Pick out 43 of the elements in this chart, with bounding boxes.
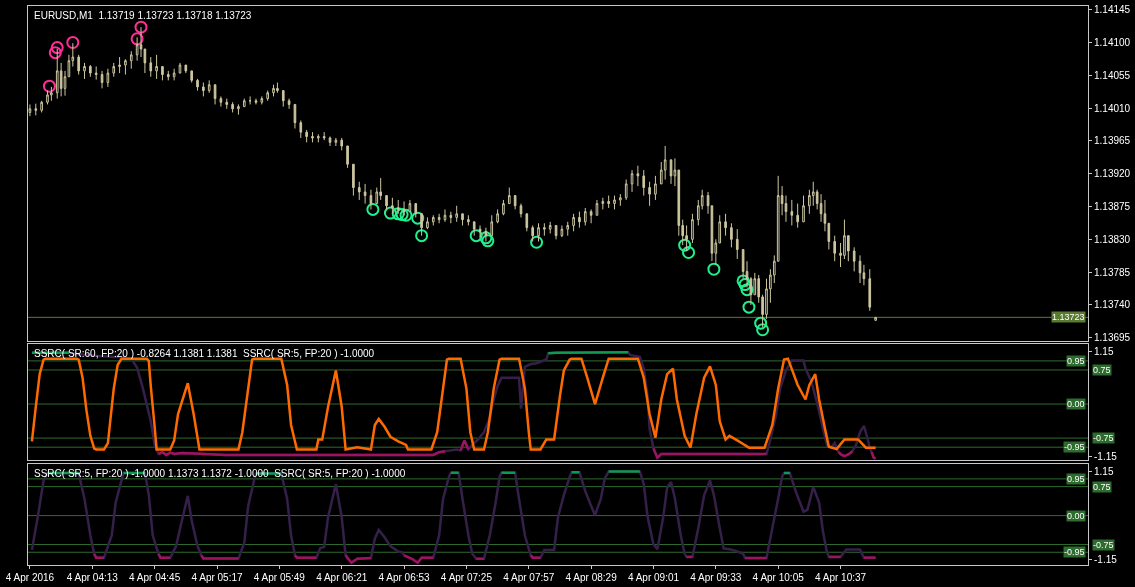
ref-line-label: -0.95	[1064, 547, 1085, 557]
y-tick-label: 1.13830	[1094, 233, 1131, 245]
y-tick-label: -1.15	[1094, 554, 1118, 566]
ref-line-label: 0.75	[1093, 482, 1111, 492]
ref-line-label: 0.95	[1067, 356, 1085, 366]
x-tick-label: 4 Apr 04:13	[66, 572, 119, 583]
ref-line-label: -0.75	[1093, 433, 1114, 443]
chart-title: SSRC( SR:5, FP:20 ) -1.0000 1.1373 1.1372 -1.0000 SSRC( SR:5, FP:20 ) -1.0000	[34, 468, 406, 479]
x-tick-label: 4 Apr 09:33	[690, 572, 742, 583]
x-tick-label: 4 Apr 05:49	[253, 572, 306, 583]
x-tick-label: 4 Apr 10:05	[752, 572, 805, 583]
x-tick-label: 4 Apr 09:01	[627, 572, 680, 583]
x-tick-label: 4 Apr 06:53	[378, 572, 431, 583]
y-tick-label: 1.14010	[1094, 102, 1131, 114]
y-tick-label: 1.13965	[1094, 135, 1131, 147]
y-tick-label: 1.13875	[1094, 201, 1131, 213]
x-tick-label: 4 Apr 07:57	[503, 572, 555, 583]
x-tick-label: 4 Apr 05:17	[191, 572, 244, 583]
ref-line-label: -0.75	[1093, 540, 1114, 550]
y-tick-label: 1.13740	[1094, 299, 1131, 311]
x-tick-label: 4 Apr 2016	[5, 572, 55, 583]
y-tick-label: 1.13920	[1094, 168, 1131, 180]
ref-line-label: 0.95	[1067, 474, 1085, 484]
x-tick-label: 4 Apr 10:37	[814, 572, 867, 583]
y-tick-label: 1.13695	[1094, 332, 1131, 344]
ref-line-label: -0.95	[1064, 442, 1085, 452]
ref-line-label: 0.00	[1067, 399, 1085, 409]
y-tick-label: -1.15	[1094, 450, 1118, 462]
ref-line-label: 0.00	[1067, 511, 1085, 521]
x-tick-label: 4 Apr 04:45	[129, 572, 181, 583]
x-tick-label: 4 Apr 07:25	[440, 572, 493, 583]
y-tick-label: 1.14145	[1094, 4, 1131, 16]
x-tick-label: 4 Apr 06:21	[316, 572, 368, 583]
y-tick-label: 1.15	[1094, 465, 1114, 477]
chart-title: EURUSD,M1 1.13719 1.13723 1.13718 1.13723	[34, 10, 252, 21]
y-tick-label: 1.14100	[1094, 36, 1131, 48]
ref-line-label: 0.75	[1093, 365, 1111, 375]
y-tick-label: 1.14055	[1094, 69, 1131, 81]
y-tick-label: 1.13785	[1094, 266, 1131, 278]
chart-title: SSRC( SR:60, FP:20 ) -0.8264 1.1381 1.1381 SSRC( SR:5, FP:20 ) -1.0000	[34, 348, 375, 359]
ref-line-label: 1.13723	[1052, 312, 1085, 322]
y-tick-label: 1.15	[1094, 346, 1114, 358]
x-tick-label: 4 Apr 08:29	[565, 572, 618, 583]
